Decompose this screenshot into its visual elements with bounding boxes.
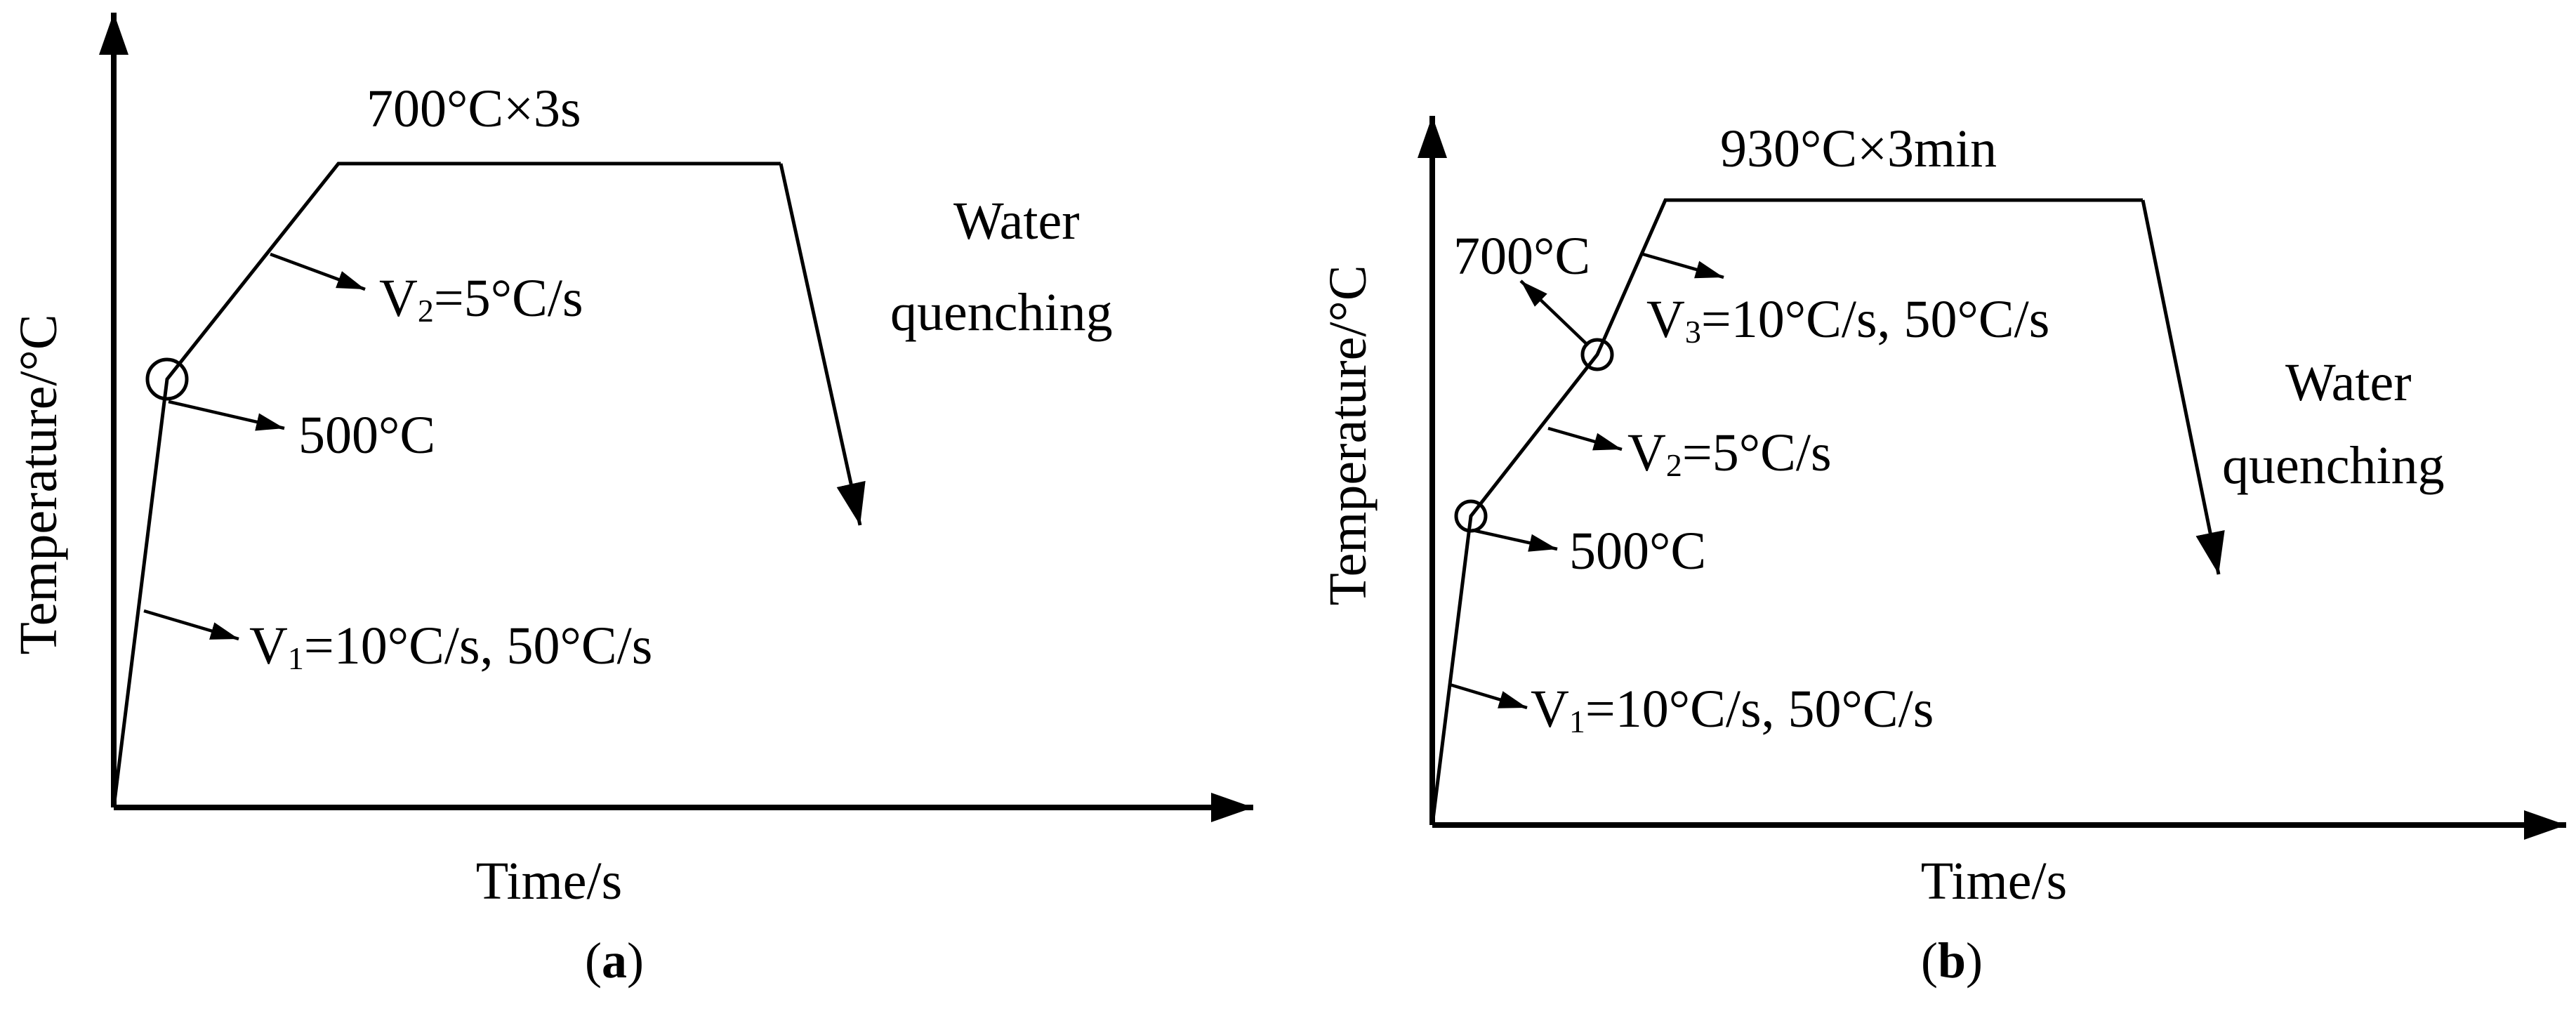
panel-a-v1-pointer-arrow (143, 609, 239, 641)
panel-b-heating-curve (1430, 198, 2143, 826)
panel-b-500c-marker (1454, 499, 1488, 533)
panel-b-500c-label: 500°C (1569, 522, 1706, 581)
panel-a-v2-label: V2=5°C/s (379, 269, 583, 329)
panel-a-v1-label: V1=10°C/s, 50°C/s (249, 616, 652, 676)
panel-a-y-axis-label: Temperature/°C (9, 314, 68, 654)
panel-b-y-axis-label: Temperature/°C (1319, 265, 1378, 605)
panel-a: 700°C×3s Water quenching V2=5°C/s 500°C … (9, 13, 1253, 989)
panel-a-500c-pointer-arrow (168, 400, 285, 431)
panel-b-quench-label-line1: Water (2285, 353, 2412, 412)
panel-b-quench-label-line2: quenching (2222, 436, 2445, 495)
panel-b: 930°C×3min 700°C V3=10°C/s, 50°C/s Water… (1319, 116, 2566, 989)
panel-a-500c-label: 500°C (298, 406, 435, 465)
panel-a-quench-arrow (779, 163, 866, 526)
panel-a-v2-pointer-arrow (270, 252, 366, 291)
panel-b-caption: (b) (1921, 932, 1983, 989)
panel-b-v2-label: V2=5°C/s (1627, 423, 1832, 483)
panel-b-x-axis-label: Time/s (1921, 852, 2067, 911)
panel-a-500c-marker (145, 357, 189, 401)
panel-b-700c-pointer-arrow (1519, 279, 1590, 347)
panel-b-v1-pointer-arrow (1449, 682, 1528, 710)
panel-a-hold-label: 700°C×3s (366, 79, 581, 138)
panel-b-700c-label: 700°C (1453, 227, 1590, 286)
panel-b-500c-pointer-arrow (1472, 528, 1558, 552)
panel-b-v1-label: V1=10°C/s, 50°C/s (1531, 680, 1934, 739)
panel-b-700c-marker (1580, 338, 1614, 371)
panel-a-x-axis-label: Time/s (476, 852, 622, 911)
panel-a-caption: (a) (585, 932, 644, 989)
panel-b-v2-pointer-arrow (1547, 426, 1623, 451)
panel-a-heating-curve (112, 161, 781, 808)
panel-b-v3-label: V3=10°C/s, 50°C/s (1646, 290, 2049, 350)
panel-b-v3-pointer-arrow (1642, 252, 1724, 279)
panel-b-hold-label: 930°C×3min (1720, 119, 1997, 178)
panel-a-quench-label-line2: quenching (890, 283, 1113, 342)
panel-b-quench-arrow (2141, 199, 2225, 575)
panel-a-quench-label-line1: Water (953, 192, 1080, 251)
